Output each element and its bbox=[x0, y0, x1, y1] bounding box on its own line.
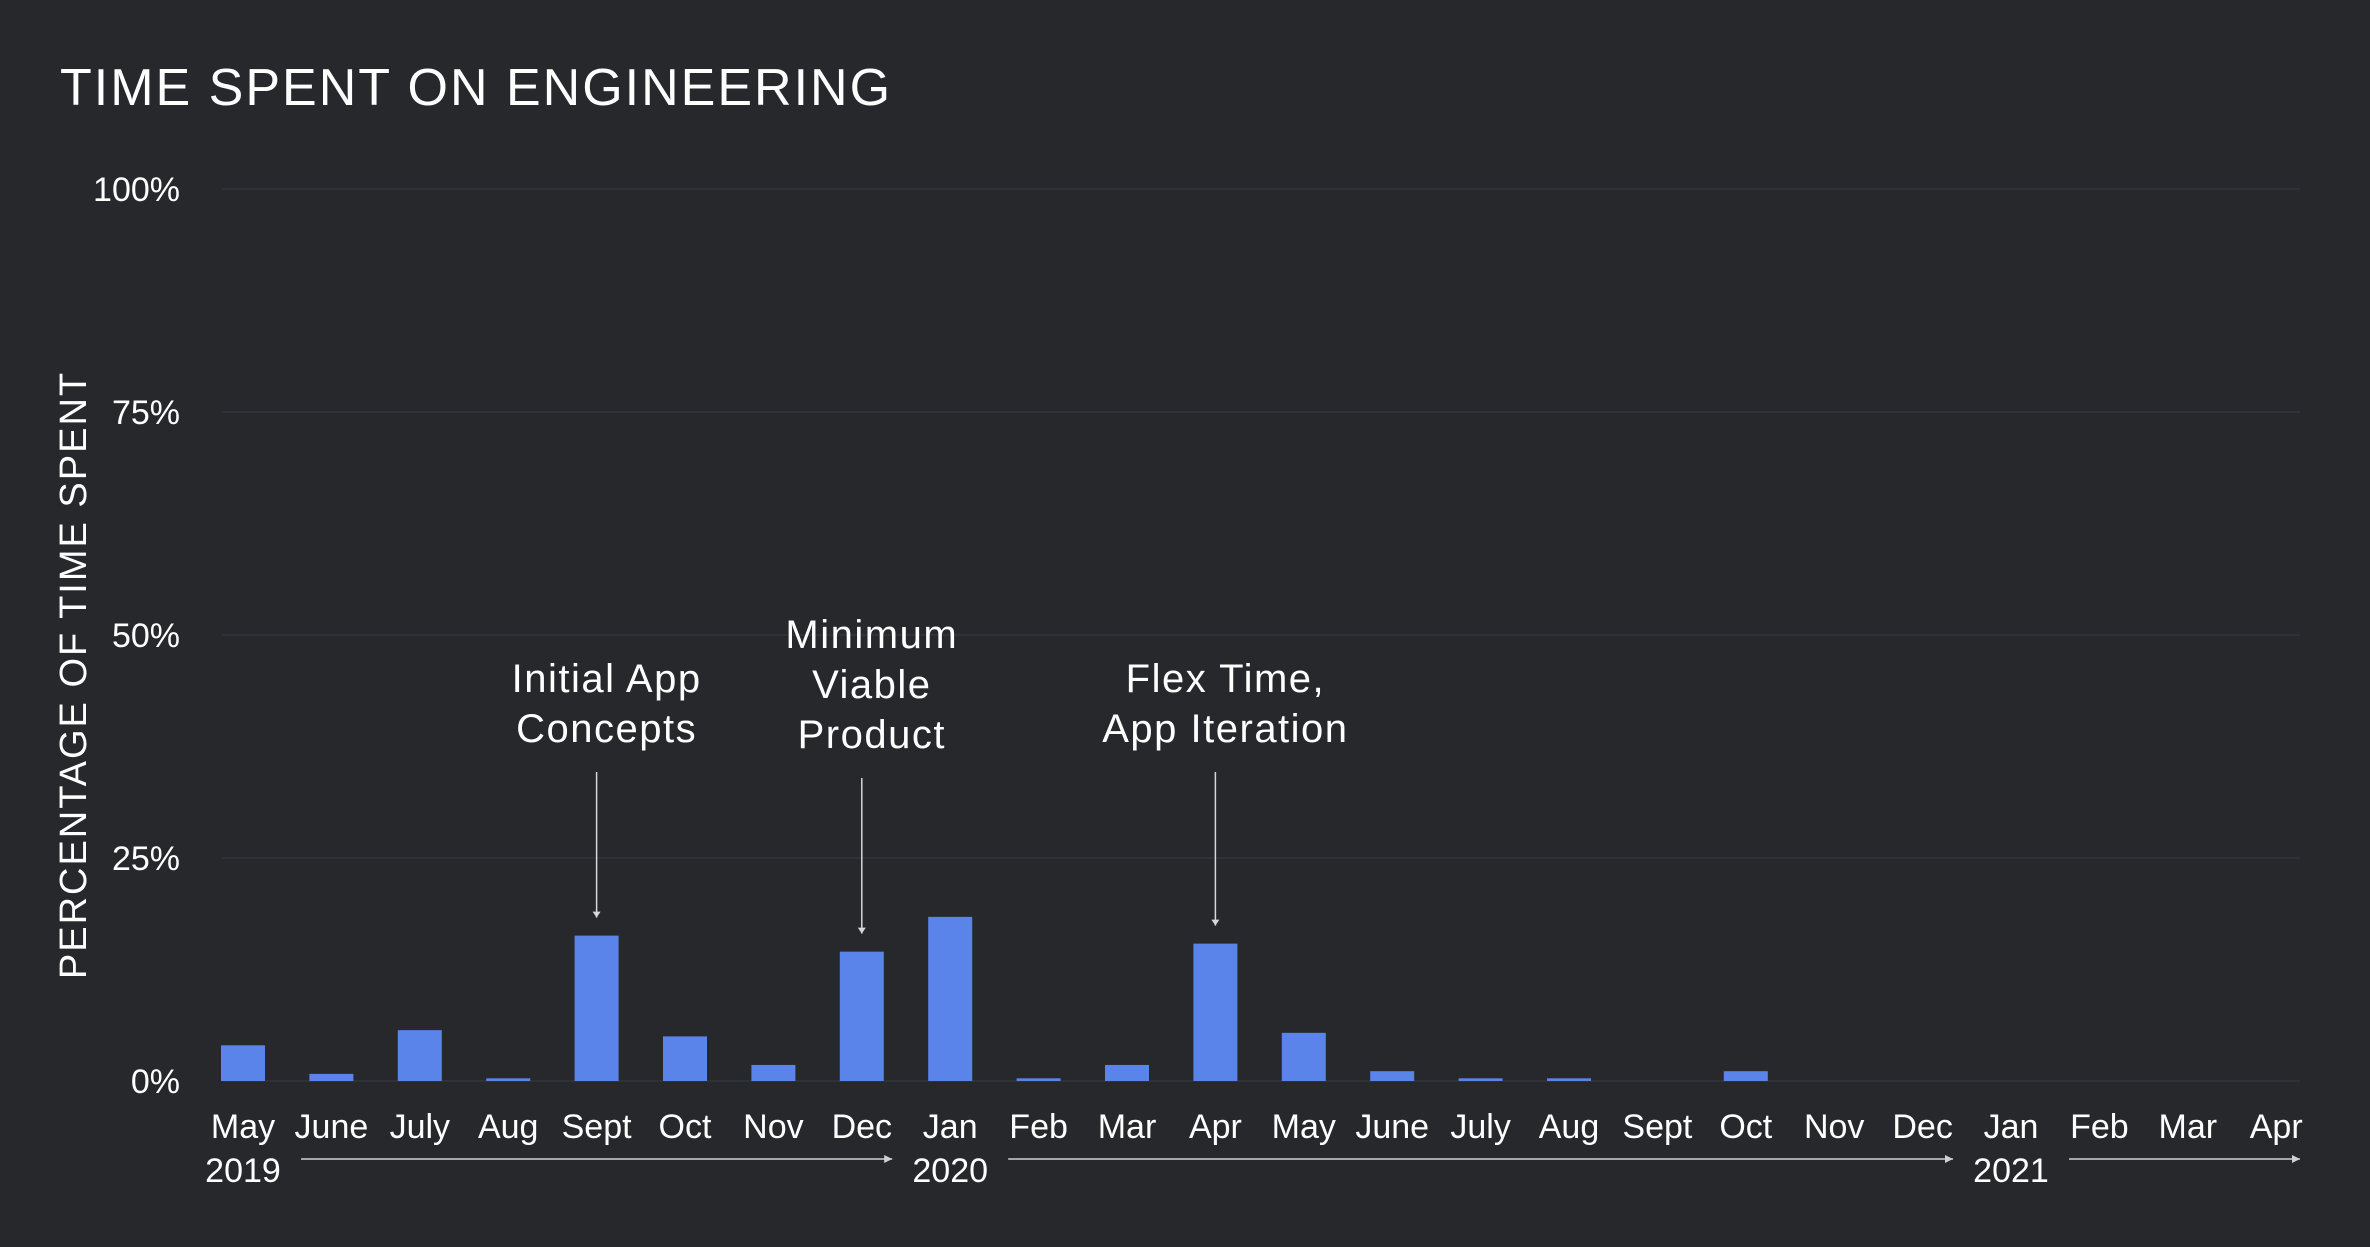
year-label: 2021 bbox=[1973, 1152, 2049, 1190]
bar bbox=[663, 1036, 707, 1081]
bar bbox=[1193, 943, 1238, 1081]
grid-lines bbox=[222, 188, 2300, 1082]
bar bbox=[574, 935, 619, 1081]
bar bbox=[839, 951, 884, 1081]
y-axis-label: PERCENTAGE OF TIME SPENT bbox=[53, 371, 95, 979]
bar bbox=[1370, 1071, 1415, 1081]
bar bbox=[928, 916, 973, 1081]
annotations: Initial App Concepts Minimum Viable Product F… bbox=[512, 613, 1348, 934]
x-tick-label: Apr bbox=[1189, 1108, 1242, 1146]
x-tick-label: Sept bbox=[1622, 1108, 1692, 1146]
x-tick-label: Nov bbox=[1804, 1108, 1864, 1146]
y-tick-label: 25% bbox=[112, 840, 180, 878]
annotation-text: Product bbox=[798, 713, 946, 757]
bar bbox=[221, 1045, 265, 1081]
annotation-text: Viable bbox=[812, 663, 931, 707]
x-tick-label: June bbox=[1355, 1108, 1429, 1146]
bar bbox=[751, 1064, 796, 1081]
annotation-text: App Iteration bbox=[1102, 707, 1348, 751]
bar bbox=[1458, 1078, 1503, 1081]
bar bbox=[1723, 1071, 1768, 1081]
bar bbox=[1547, 1078, 1591, 1081]
x-tick-label: May bbox=[1272, 1108, 1336, 1146]
y-tick-label: 100% bbox=[93, 171, 180, 209]
bar bbox=[486, 1078, 531, 1081]
year-span-arrowhead bbox=[884, 1155, 893, 1163]
bar bbox=[1016, 1078, 1061, 1081]
year-markers: 2019 2020 2021 bbox=[205, 1152, 2300, 1190]
annotation-text: Concepts bbox=[516, 707, 697, 751]
annotation-arrowhead bbox=[1211, 919, 1220, 926]
y-tick-label: 0% bbox=[131, 1063, 180, 1101]
x-tick-label: Apr bbox=[2250, 1108, 2303, 1146]
x-tick-label: Dec bbox=[832, 1108, 892, 1146]
x-tick-label: Mar bbox=[1098, 1108, 1157, 1146]
x-tick-label: Oct bbox=[1719, 1108, 1772, 1146]
annotation-arrowhead bbox=[592, 911, 601, 918]
year-span-arrowhead bbox=[2292, 1155, 2300, 1163]
x-tick-label: Aug bbox=[478, 1108, 539, 1146]
year-span-arrowhead bbox=[1945, 1155, 1953, 1163]
x-tick-label: Oct bbox=[659, 1108, 712, 1146]
x-tick-label: Jan bbox=[1984, 1108, 2039, 1146]
annotation-text: Minimum bbox=[785, 613, 958, 657]
x-tick-label: June bbox=[295, 1108, 369, 1146]
x-tick-label: Nov bbox=[743, 1108, 803, 1146]
x-tick-label: Aug bbox=[1539, 1108, 1600, 1146]
bar bbox=[309, 1073, 354, 1081]
chart-title: TIME SPENT ON ENGINEERING bbox=[60, 59, 893, 117]
bar bbox=[1105, 1064, 1149, 1081]
x-tick-label: Mar bbox=[2159, 1108, 2218, 1146]
y-tick-label: 50% bbox=[112, 617, 180, 655]
x-tick-label: Feb bbox=[2070, 1108, 2129, 1146]
x-axis-ticks: May June July Aug Sept Oct Nov Dec Jan Feb Mar Apr M… bbox=[211, 1108, 2303, 1146]
bars bbox=[221, 916, 1768, 1081]
annotation-arrowhead bbox=[857, 927, 866, 934]
x-tick-label: May bbox=[211, 1108, 275, 1146]
x-tick-label: July bbox=[390, 1108, 450, 1146]
x-tick-label: Jan bbox=[923, 1108, 978, 1146]
y-axis-ticks: 0% 25% 50% 75% 100% bbox=[93, 171, 180, 1101]
year-label: 2020 bbox=[912, 1152, 988, 1190]
annotation-text: Flex Time, bbox=[1126, 657, 1325, 701]
x-tick-label: Feb bbox=[1009, 1108, 1068, 1146]
bar bbox=[397, 1030, 442, 1081]
year-label: 2019 bbox=[205, 1152, 281, 1190]
x-tick-label: Dec bbox=[1892, 1108, 1952, 1146]
y-tick-label: 75% bbox=[112, 394, 180, 432]
x-tick-label: Sept bbox=[562, 1108, 632, 1146]
bar bbox=[1281, 1032, 1326, 1081]
annotation-text: Initial App bbox=[512, 657, 702, 701]
x-tick-label: July bbox=[1450, 1108, 1510, 1146]
